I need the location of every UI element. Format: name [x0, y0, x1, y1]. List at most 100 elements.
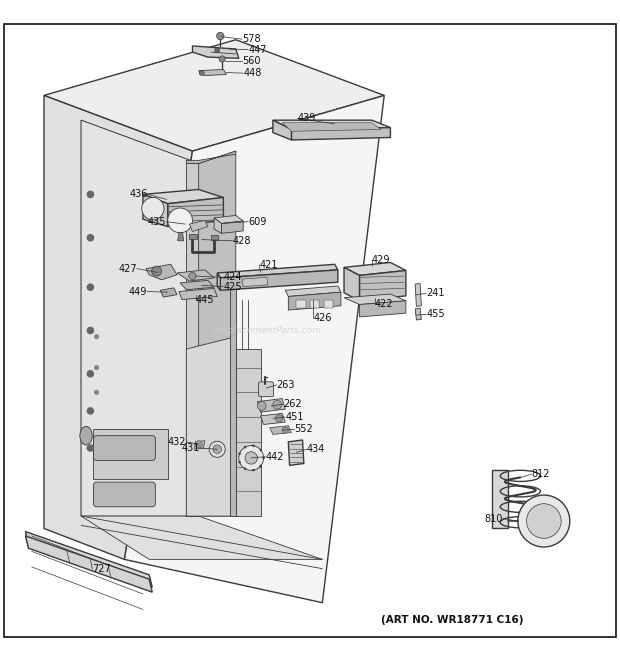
Circle shape: [245, 451, 257, 464]
Polygon shape: [360, 301, 406, 317]
Polygon shape: [143, 194, 168, 227]
Text: 451: 451: [285, 412, 304, 422]
Polygon shape: [285, 286, 341, 297]
Text: 560: 560: [242, 56, 260, 66]
Polygon shape: [214, 215, 243, 223]
Polygon shape: [44, 40, 384, 151]
Circle shape: [219, 56, 225, 62]
Polygon shape: [236, 349, 260, 516]
Text: 421: 421: [259, 260, 278, 270]
Polygon shape: [146, 264, 177, 280]
Polygon shape: [44, 95, 192, 559]
Polygon shape: [344, 262, 406, 276]
FancyBboxPatch shape: [94, 436, 156, 461]
Polygon shape: [344, 268, 360, 301]
Polygon shape: [81, 516, 322, 559]
Circle shape: [260, 449, 262, 451]
Polygon shape: [260, 413, 285, 424]
Text: 455: 455: [427, 309, 445, 319]
Polygon shape: [81, 120, 198, 541]
Text: 442: 442: [265, 451, 284, 461]
Circle shape: [95, 366, 99, 369]
Circle shape: [87, 371, 94, 377]
Polygon shape: [177, 270, 214, 281]
Polygon shape: [257, 399, 285, 412]
Circle shape: [87, 327, 94, 334]
Circle shape: [199, 71, 204, 75]
Polygon shape: [179, 288, 217, 299]
Text: 263: 263: [277, 380, 295, 390]
Circle shape: [87, 284, 94, 290]
Polygon shape: [125, 95, 384, 603]
Polygon shape: [229, 287, 236, 516]
Circle shape: [95, 335, 99, 338]
Text: 609: 609: [248, 217, 267, 227]
Text: 436: 436: [130, 190, 148, 200]
Circle shape: [252, 444, 255, 447]
Polygon shape: [288, 292, 341, 310]
Polygon shape: [186, 336, 236, 516]
Polygon shape: [242, 278, 268, 287]
Polygon shape: [81, 120, 198, 516]
Polygon shape: [198, 151, 236, 516]
Polygon shape: [161, 288, 177, 297]
Circle shape: [273, 401, 281, 409]
Circle shape: [526, 504, 561, 538]
Circle shape: [213, 445, 221, 453]
Polygon shape: [143, 190, 223, 204]
Circle shape: [168, 208, 192, 233]
Text: 426: 426: [313, 313, 332, 323]
Text: 445: 445: [195, 295, 214, 305]
Text: 439: 439: [298, 113, 316, 124]
Circle shape: [275, 414, 283, 422]
Text: 429: 429: [372, 255, 391, 265]
Polygon shape: [492, 470, 508, 528]
Polygon shape: [220, 270, 338, 290]
Polygon shape: [291, 128, 391, 140]
Polygon shape: [194, 441, 205, 449]
Polygon shape: [177, 233, 184, 241]
Text: 241: 241: [427, 288, 445, 298]
Circle shape: [244, 467, 246, 470]
Ellipse shape: [80, 426, 92, 445]
Bar: [211, 235, 218, 240]
Polygon shape: [270, 426, 291, 434]
Text: 262: 262: [283, 399, 302, 409]
Bar: [296, 300, 306, 307]
Polygon shape: [189, 220, 208, 231]
Circle shape: [257, 402, 266, 410]
Bar: [189, 234, 197, 239]
Polygon shape: [214, 218, 221, 233]
Text: eReplacementParts.com: eReplacementParts.com: [211, 326, 322, 335]
Text: 424: 424: [223, 272, 242, 282]
Circle shape: [215, 48, 219, 53]
Polygon shape: [217, 273, 220, 290]
Polygon shape: [282, 123, 381, 132]
Text: 425: 425: [223, 282, 242, 292]
Text: 434: 434: [307, 444, 326, 454]
Polygon shape: [415, 308, 422, 320]
Text: 449: 449: [129, 286, 148, 297]
Circle shape: [87, 445, 94, 451]
Text: 448: 448: [243, 68, 262, 78]
Polygon shape: [360, 270, 406, 301]
Circle shape: [142, 198, 164, 219]
Circle shape: [87, 235, 94, 241]
FancyBboxPatch shape: [94, 482, 156, 507]
Text: 447: 447: [248, 45, 267, 55]
Text: 812: 812: [531, 469, 550, 479]
Text: 727: 727: [92, 564, 111, 574]
Text: 422: 422: [375, 299, 394, 309]
Polygon shape: [217, 264, 338, 278]
Circle shape: [195, 441, 202, 448]
Polygon shape: [94, 430, 168, 479]
Circle shape: [209, 442, 225, 457]
Circle shape: [216, 32, 224, 40]
Text: 432: 432: [168, 437, 186, 447]
Polygon shape: [198, 69, 226, 75]
Polygon shape: [186, 163, 198, 516]
Circle shape: [95, 391, 99, 394]
Bar: [310, 300, 319, 307]
Circle shape: [252, 469, 255, 471]
Text: 428: 428: [232, 236, 251, 246]
